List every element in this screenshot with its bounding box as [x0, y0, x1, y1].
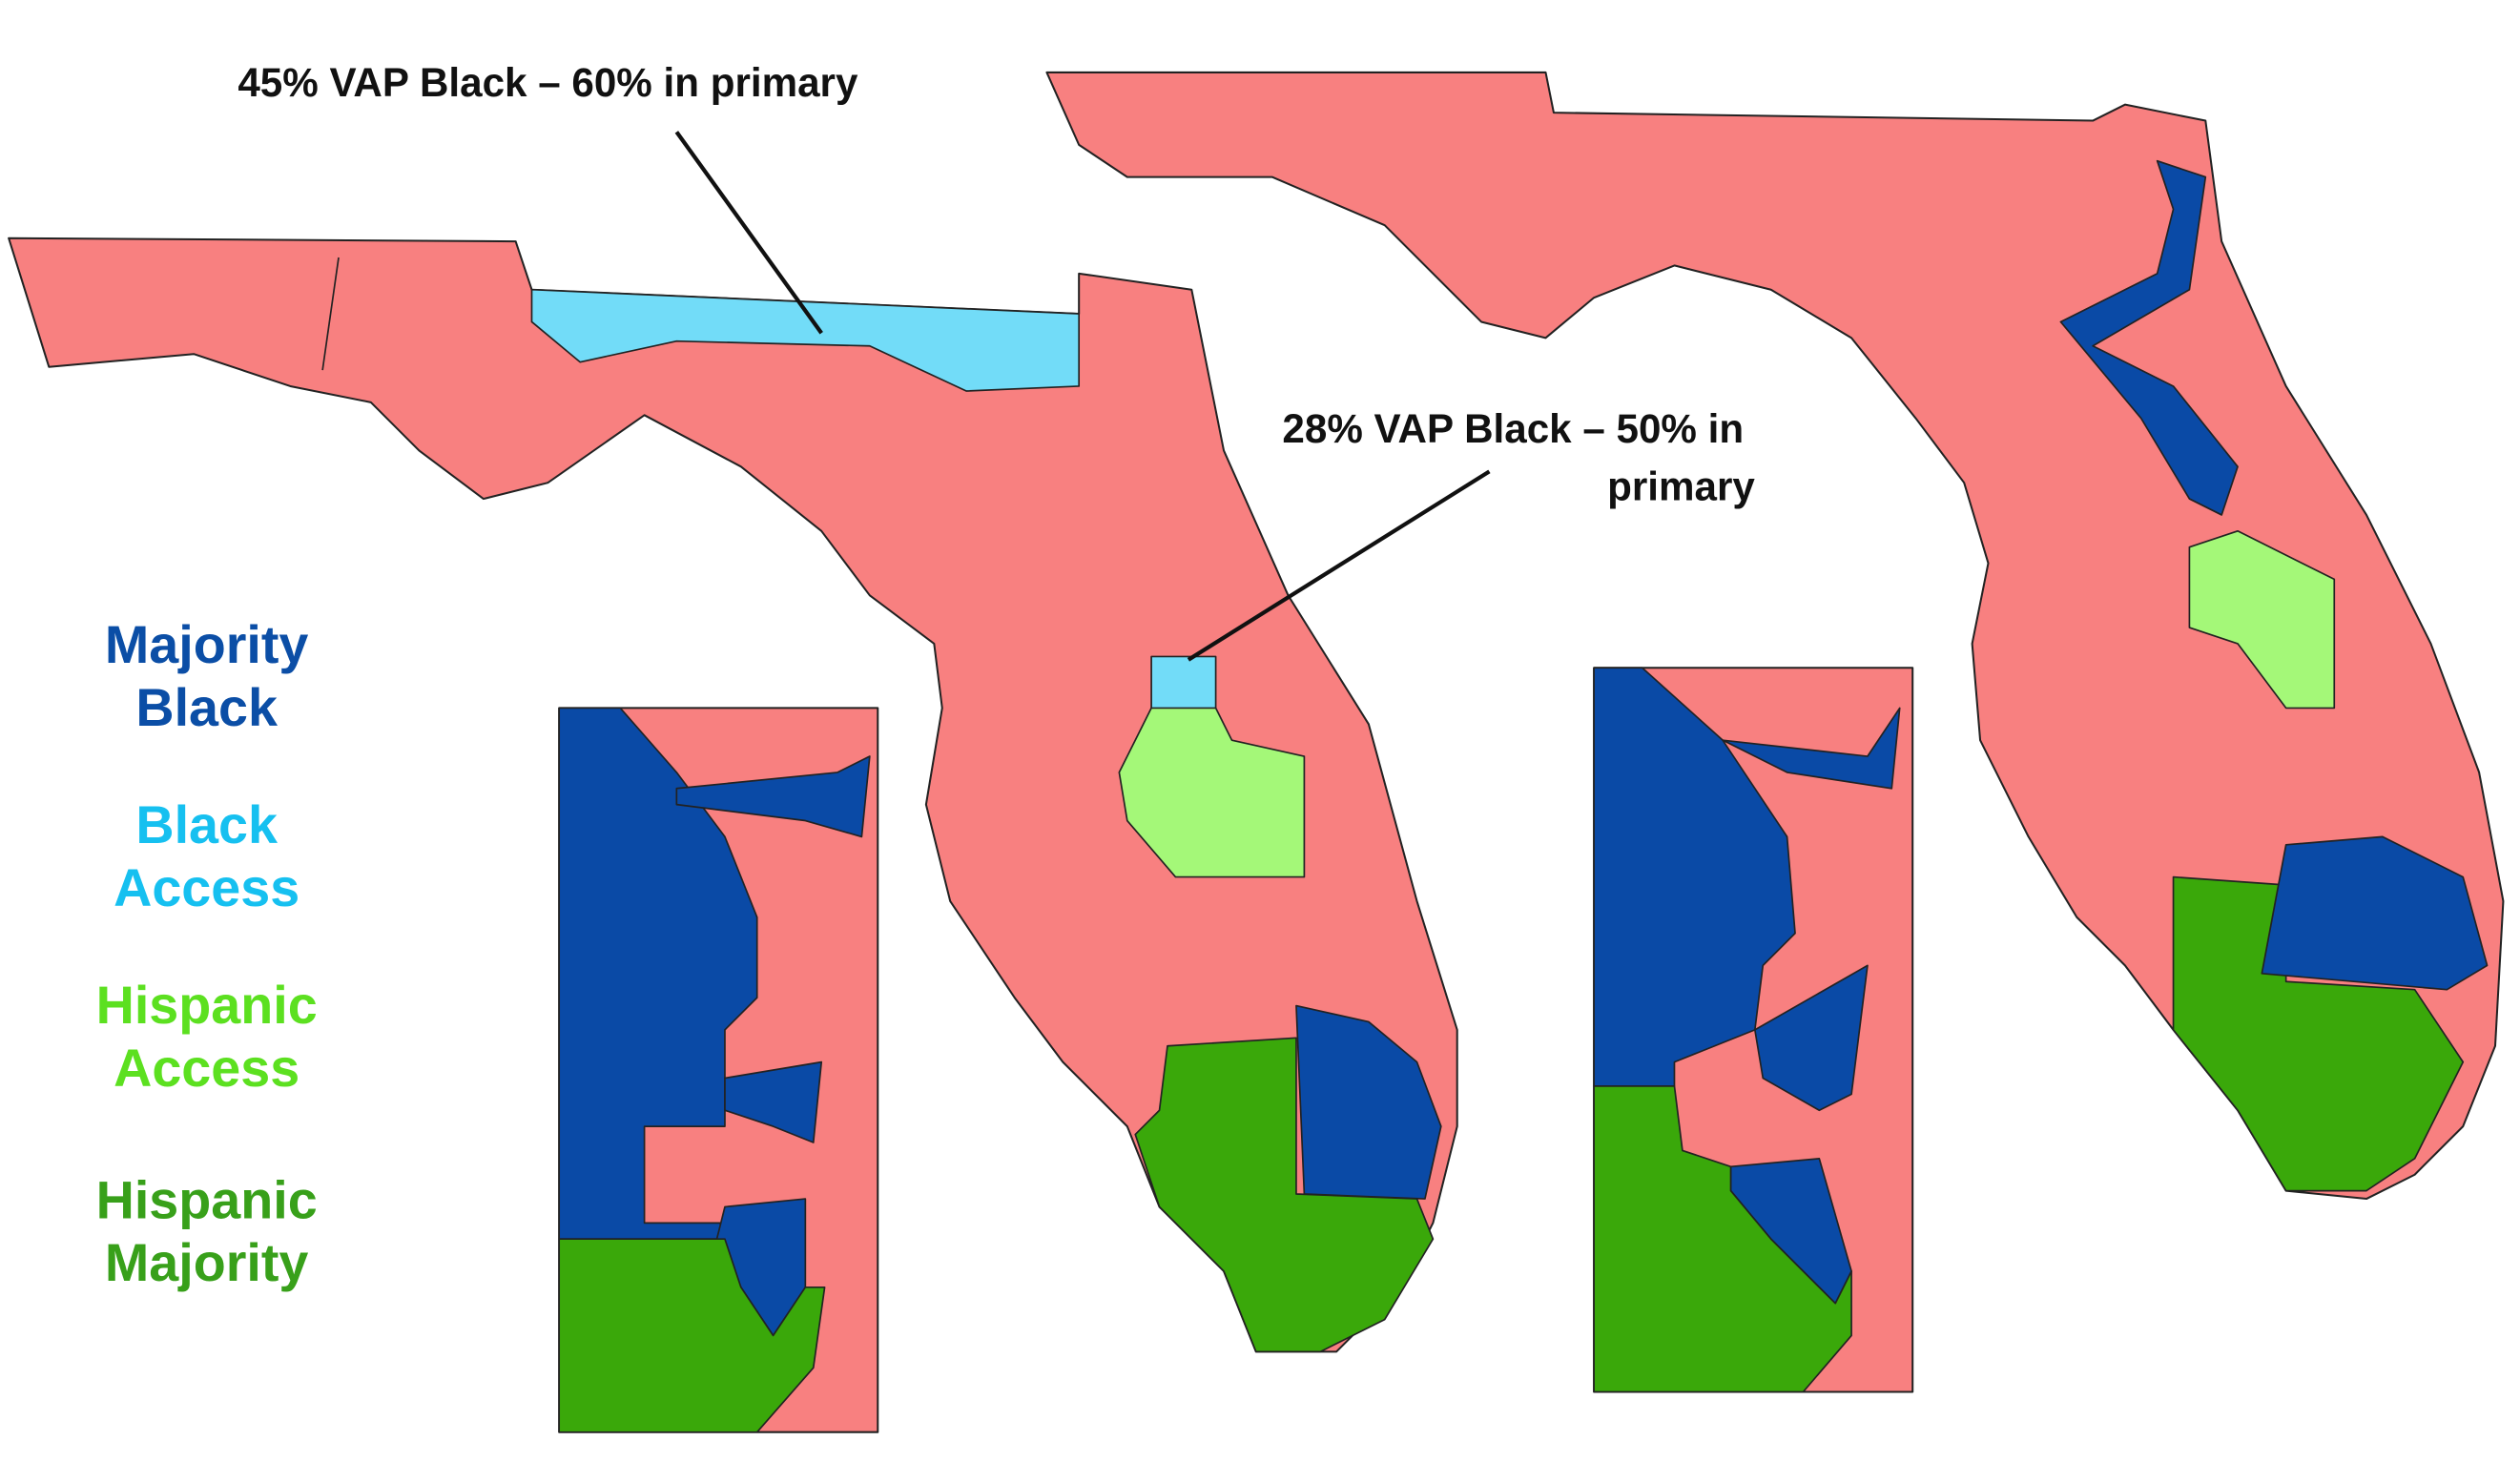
annotation: 28% VAP Black – 50% in primary	[1282, 406, 1755, 509]
district-majority-black	[2261, 835, 2489, 991]
legend-label: Majority	[105, 615, 308, 674]
district-majority-black	[724, 1060, 823, 1143]
district-hispanic-majority	[1134, 1037, 1435, 1353]
legend-entry: Hispanic Majority	[96, 1170, 318, 1292]
florida-map-right	[1045, 71, 2505, 1201]
district-hispanic-access	[2188, 529, 2336, 710]
annotation-pointer	[1187, 469, 1491, 662]
district-black-access	[530, 288, 1081, 392]
legend-entry: Majority Black	[105, 615, 308, 737]
legend-label: Access	[114, 1039, 300, 1098]
district-lines	[321, 257, 340, 371]
inset-right	[1593, 667, 1914, 1393]
legend-label: Black	[135, 678, 279, 737]
annotation: 45% VAP Black – 60% in primary	[238, 60, 858, 105]
district-majority-black	[1754, 964, 1869, 1112]
legend-label: Majority	[105, 1233, 308, 1292]
legend-label: Black	[135, 795, 279, 854]
district-majority-black	[2059, 159, 2239, 516]
annotation-line: primary	[1607, 464, 1755, 509]
state-base	[8, 237, 1458, 1353]
legend-label: Hispanic	[96, 976, 318, 1035]
district-hispanic-majority	[558, 1238, 826, 1433]
district-majority-black	[675, 755, 871, 838]
annotation-line: 45% VAP Black – 60% in primary	[238, 60, 858, 105]
legend-label: Hispanic	[96, 1170, 318, 1229]
district-hispanic-access	[1118, 707, 1306, 878]
annotation-pointer	[674, 131, 823, 335]
florida-map-left	[8, 237, 1458, 1353]
district-majority-black	[1295, 1004, 1442, 1200]
legend-label: Access	[114, 858, 300, 917]
legend-entry: Black Access	[114, 795, 300, 917]
district-hispanic-majority	[1593, 1085, 1852, 1393]
state-base	[1045, 71, 2505, 1201]
inset-left	[558, 707, 879, 1433]
annotation-line: 28% VAP Black – 50% in	[1282, 406, 1744, 451]
legend-entry: Hispanic Access	[96, 976, 318, 1098]
district-majority-black	[1722, 707, 1901, 790]
